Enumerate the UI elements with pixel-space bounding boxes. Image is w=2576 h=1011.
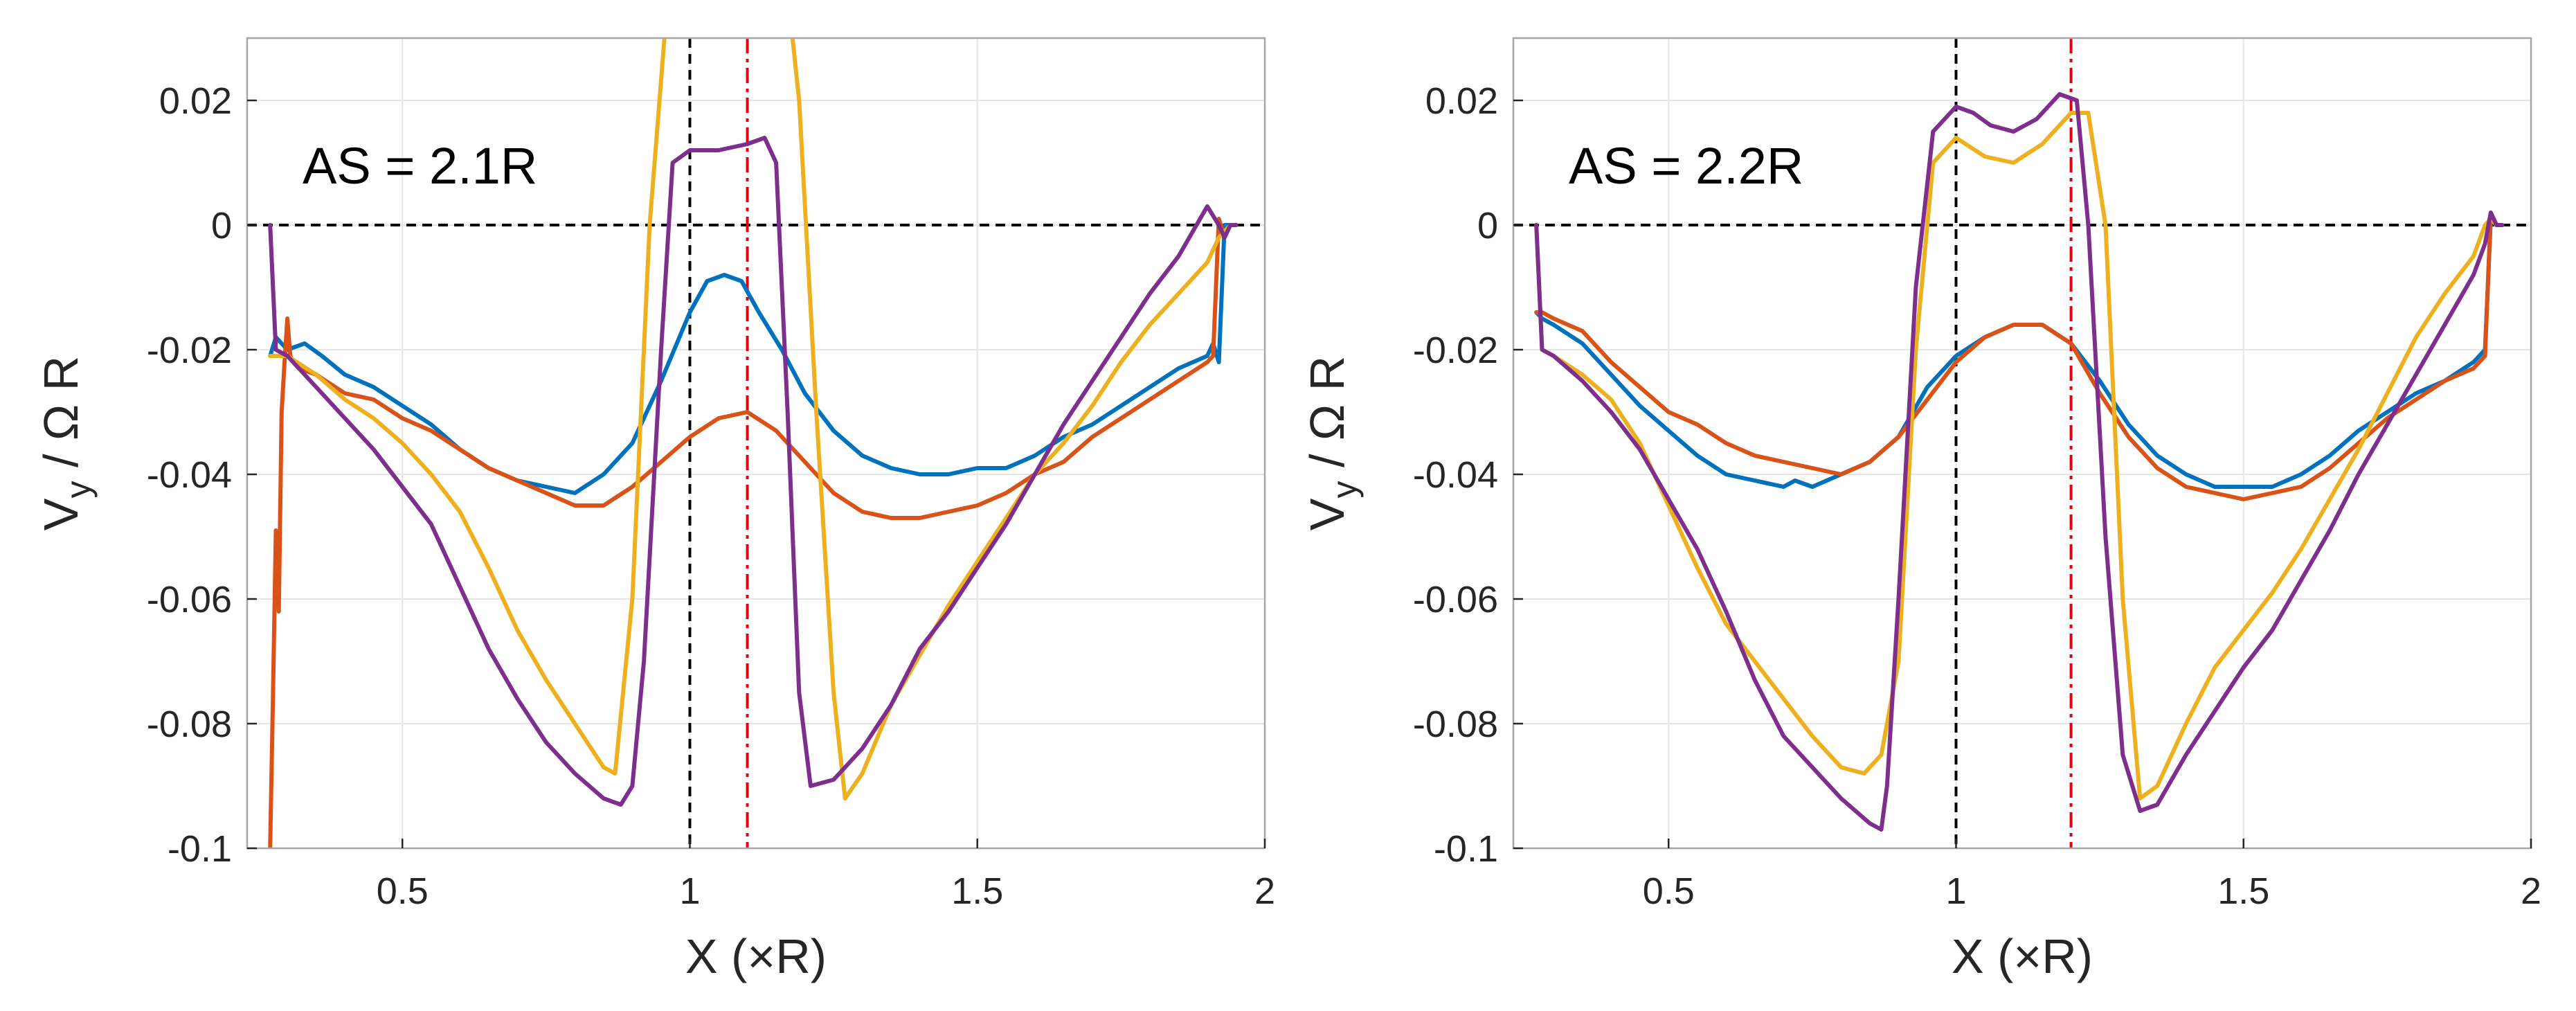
y-axis-label-main: V [1300, 498, 1354, 530]
series-line-purple [268, 136, 1239, 807]
series-line-red [268, 217, 1239, 848]
panel-as-2-2r: 0.5 1 1.5 2 0.02 0 -0.02 -0.04 -0.06 -0.08 -0.1 X (… [1300, 37, 2541, 983]
x-tick-label: 1 [679, 870, 700, 912]
y-tick-label: -0.04 [1413, 454, 1498, 496]
series-line-red [1534, 211, 2505, 501]
series-line-yellow [268, 38, 1239, 800]
x-tick-label: 0.5 [1643, 870, 1695, 912]
y-tick-label: -0.06 [147, 579, 232, 620]
y-tick-label: -0.02 [1413, 330, 1498, 371]
y-tick-label: 0 [1477, 205, 1498, 247]
x-tick-label: 2 [1254, 870, 1275, 912]
annotation-label: AS = 2.1R [303, 137, 537, 195]
x-tick-label: 1 [1945, 870, 1966, 912]
y-tick-label: -0.08 [147, 704, 232, 745]
y-tick-label: 0.02 [159, 80, 232, 122]
series-line-purple [1534, 92, 2505, 832]
y-tick-label: -0.1 [1434, 828, 1498, 870]
y-tick-label: -0.08 [1413, 704, 1498, 745]
y-axis-label-rest: / Ω R [1300, 356, 1354, 481]
plot-frame [246, 37, 1266, 850]
x-axis-label: X (×R) [1952, 929, 2093, 983]
y-tick-label: -0.04 [147, 454, 232, 496]
series-line-blue [268, 223, 1239, 495]
series-group [268, 38, 1239, 848]
y-tick-label: 0 [211, 205, 232, 247]
y-tick-label: -0.06 [1413, 579, 1498, 620]
y-axis-label-rest: / Ω R [34, 356, 88, 481]
y-axis-label-sub: y [59, 481, 98, 498]
x-tick-label: 1.5 [951, 870, 1003, 912]
x-tick-label: 2 [2521, 870, 2541, 912]
annotation-label: AS = 2.2R [1569, 137, 1803, 195]
y-axis-label-main: V [34, 498, 88, 530]
y-tick-label: 0.02 [1425, 80, 1498, 122]
x-tick-label: 0.5 [377, 870, 429, 912]
x-axis-label: X (×R) [685, 929, 827, 983]
series-group [1534, 92, 2505, 832]
panel-as-2-1r: 0.5 1 1.5 2 0.02 0 -0.02 -0.04 -0.06 -0.08 -0.1 X (… [34, 37, 1275, 983]
y-axis-label: Vy / Ω R [1300, 356, 1364, 530]
y-axis-label: Vy / Ω R [34, 356, 98, 530]
y-tick-label: -0.02 [147, 330, 232, 371]
series-line-yellow [1534, 111, 2505, 800]
plot-frame [1512, 37, 2532, 850]
y-axis-label-sub: y [1325, 481, 1364, 498]
x-tick-label: 1.5 [2217, 870, 2269, 912]
y-tick-label: -0.1 [168, 828, 232, 870]
